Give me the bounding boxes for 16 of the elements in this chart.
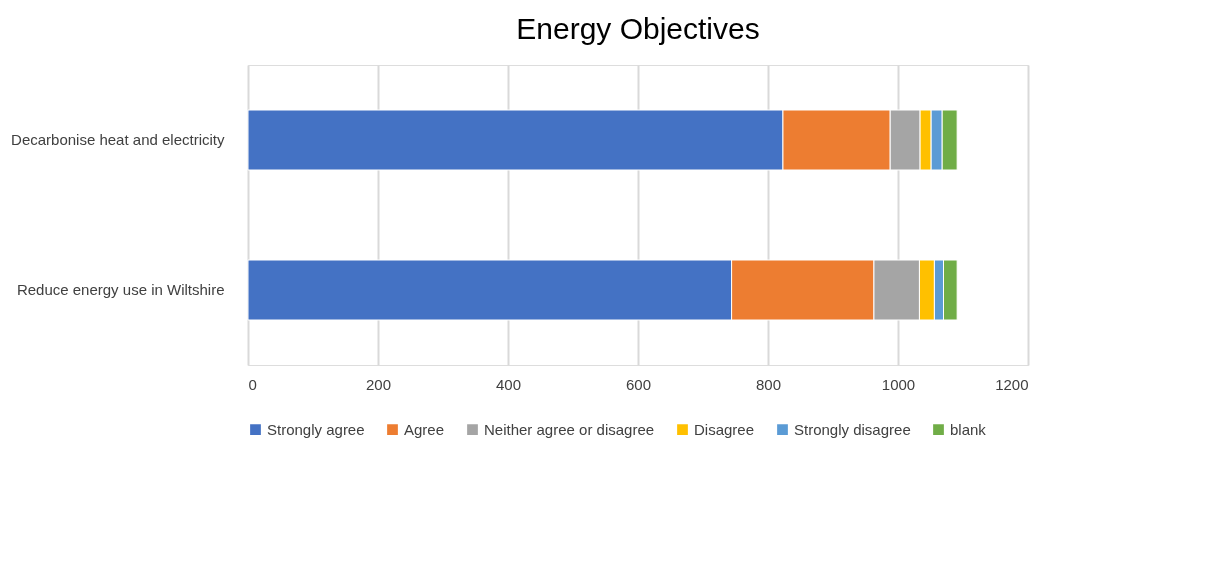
x-tick-label: 400 (495, 375, 522, 393)
x-tick-label: 200 (365, 375, 392, 393)
x-tick-label: 0 (248, 375, 257, 393)
y-tick-label: Decarbonise heat and electricity (11, 131, 225, 148)
x-tick-label: 600 (625, 375, 652, 393)
legend-label: Strongly disagree (794, 420, 911, 438)
legend-label: blank (950, 420, 987, 438)
legend-label: Neither agree or disagree (484, 420, 655, 438)
x-tick-label: 800 (755, 375, 782, 393)
legend-label: Strongly agree (267, 420, 365, 438)
legend-label: Agree (404, 420, 445, 438)
x-tick-label: 1200 (995, 375, 1029, 393)
chart-title: Energy Objectives (516, 12, 760, 45)
legend-label: Disagree (694, 420, 755, 438)
x-tick-label: 1000 (881, 375, 916, 393)
y-tick-label: Reduce energy use in Wiltshire (16, 281, 225, 298)
